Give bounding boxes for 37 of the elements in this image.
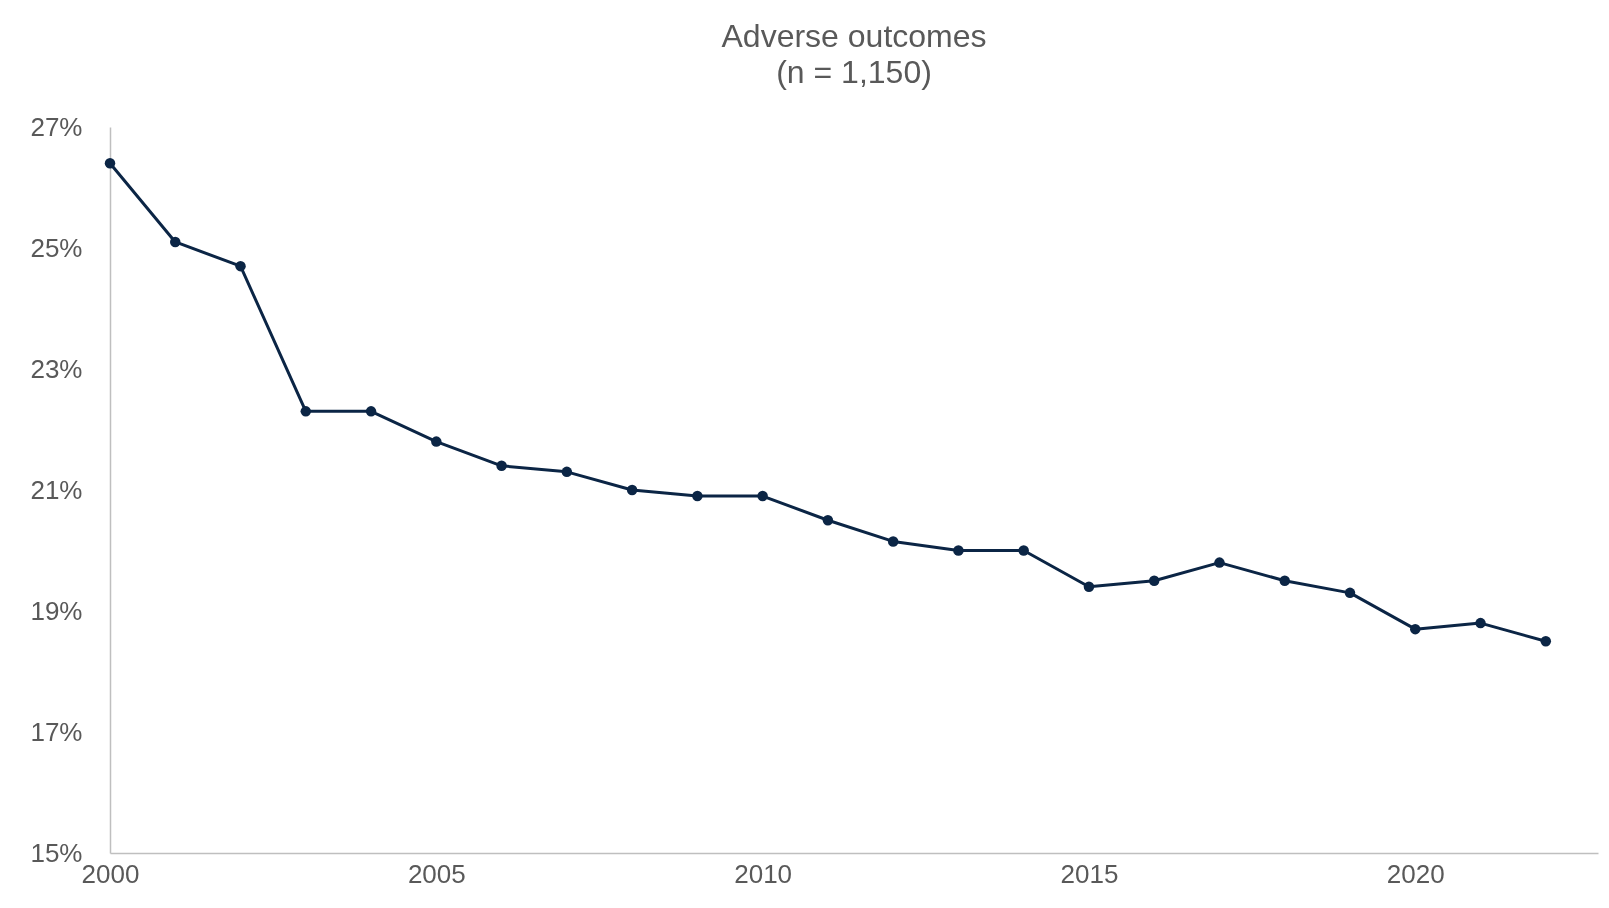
point bbox=[1410, 623, 1421, 635]
y-tick-label: 17% bbox=[30, 716, 83, 747]
y-tick-label: 21% bbox=[30, 474, 83, 505]
point bbox=[300, 406, 312, 417]
point bbox=[1344, 587, 1356, 599]
chart-subtitle: (n = 1,150) bbox=[776, 54, 932, 90]
x-tick-label: 2005 bbox=[407, 858, 466, 889]
y-tick-label: 27% bbox=[30, 111, 83, 142]
point bbox=[953, 545, 964, 556]
point bbox=[1148, 575, 1160, 586]
point bbox=[431, 436, 442, 447]
point bbox=[692, 490, 703, 502]
x-tick-label: 2015 bbox=[1060, 858, 1119, 889]
point bbox=[887, 536, 899, 547]
point bbox=[104, 158, 116, 169]
point bbox=[170, 236, 181, 248]
point bbox=[1083, 581, 1095, 593]
point bbox=[1214, 557, 1225, 568]
x-tick-label: 2020 bbox=[1386, 858, 1445, 889]
y-tick-label: 23% bbox=[30, 353, 83, 384]
y-tick-label: 15% bbox=[30, 837, 83, 868]
point bbox=[757, 490, 768, 502]
point bbox=[496, 460, 507, 472]
chart-title: Adverse outcomes bbox=[721, 18, 987, 54]
point bbox=[561, 466, 573, 478]
point bbox=[235, 260, 246, 272]
point bbox=[822, 515, 834, 526]
point bbox=[1475, 617, 1486, 629]
point bbox=[1540, 636, 1552, 647]
y-tick-label: 25% bbox=[30, 232, 83, 263]
point bbox=[1018, 545, 1029, 556]
x-tick-label: 2000 bbox=[81, 858, 140, 889]
x-tick-label: 2010 bbox=[734, 858, 793, 889]
point bbox=[1279, 575, 1290, 586]
point bbox=[365, 406, 377, 417]
y-tick-label: 19% bbox=[30, 595, 83, 626]
point bbox=[626, 484, 638, 496]
